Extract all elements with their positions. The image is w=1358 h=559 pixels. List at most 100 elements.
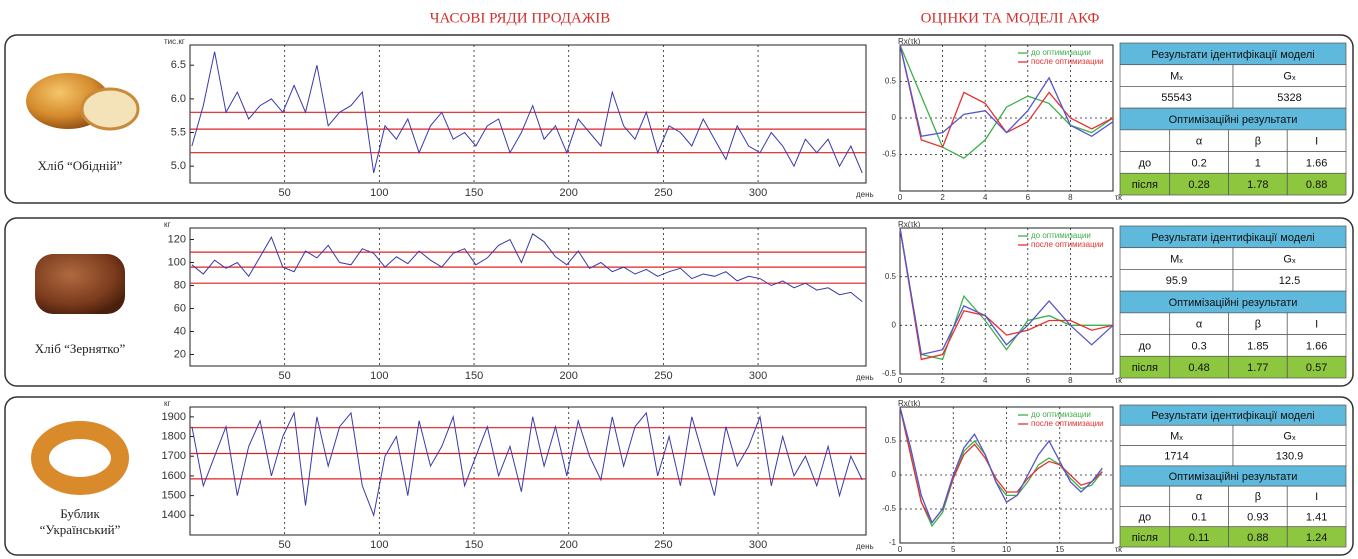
y-tick-label: 120 [168, 233, 186, 245]
x-tick-label: 50 [279, 187, 291, 199]
table-text: Mₓ [1170, 253, 1183, 265]
table-text: 0.93 [1247, 511, 1268, 523]
x-tick-label: 250 [654, 187, 672, 199]
table-cell [1286, 172, 1347, 196]
table-text: після [1132, 362, 1158, 374]
table-text: Результати ідентифікації моделі [1151, 410, 1314, 422]
table-text: Результати ідентифікації моделі [1151, 232, 1314, 244]
x-tick-label: 50 [279, 370, 291, 382]
y-tick-label: 1800 [162, 430, 186, 442]
series-line [899, 227, 1113, 361]
x-tick-label: 8 [1068, 193, 1073, 202]
y-tick-label: -1 [889, 538, 897, 547]
legend-label: до оптимизации [1031, 48, 1091, 57]
section-header: ЧАСОВІ РЯДИ ПРОДАЖІВ [430, 10, 611, 26]
x-tick-label: 150 [465, 187, 483, 199]
table-text: 0.2 [1191, 157, 1206, 169]
table-text: 0.57 [1306, 362, 1327, 374]
x-tick-label: 10 [1002, 545, 1011, 554]
product-name: Бублик [60, 506, 100, 521]
table-text: 0.28 [1188, 179, 1209, 191]
y-tick-label: 1900 [162, 411, 186, 423]
table-text: 0.3 [1191, 340, 1206, 352]
x-tick-label: 5 [951, 545, 956, 554]
x-tick-label: 2 [940, 376, 945, 385]
legend-label: после оптимизации [1031, 57, 1104, 66]
table-text: α [1196, 319, 1203, 331]
table-text: 1 [1255, 157, 1261, 169]
y-tick-label: 0 [892, 113, 897, 122]
plot-frame [189, 406, 867, 536]
series-line [899, 406, 1103, 524]
x-tick-label: 150 [465, 370, 483, 382]
table-text: β [1255, 319, 1261, 331]
table-text: Оптимізаційні результати [1169, 114, 1298, 126]
x-tick-label: 0 [898, 376, 903, 385]
y-tick-label: 5.5 [171, 126, 186, 138]
x-tick-label: 100 [370, 187, 388, 199]
table-cell [1286, 355, 1347, 379]
table-text: 1.66 [1306, 157, 1327, 169]
product-image [35, 254, 125, 314]
series-line [899, 227, 1114, 356]
x-tick-label: 4 [983, 376, 988, 385]
y-tick-label: 1400 [162, 509, 186, 521]
plot-frame [189, 44, 867, 184]
table-text: 130.9 [1276, 451, 1304, 463]
table-text: 0.1 [1191, 511, 1206, 523]
table-text: до [1139, 340, 1152, 352]
table-text: 55543 [1161, 92, 1192, 104]
legend-label: после оптимизации [1031, 240, 1104, 249]
x-tick-label: 250 [654, 370, 672, 382]
y-tick-label: 0.5 [885, 436, 897, 445]
x-tick-label: 6 [1026, 193, 1031, 202]
panel [4, 396, 1354, 556]
x-axis-label: день [856, 373, 874, 382]
table-cell [1286, 526, 1347, 548]
x-tick-label: 100 [370, 370, 388, 382]
table-text: I [1315, 491, 1318, 503]
y-tick-label: -0.5 [882, 150, 896, 159]
y-tick-label: 6.5 [171, 59, 186, 71]
x-axis-label: τk [1115, 545, 1123, 554]
table-text: 95.9 [1166, 275, 1187, 287]
y-tick-label: 80 [174, 279, 186, 291]
table-text: Результати ідентифікації моделі [1151, 49, 1314, 61]
product-name: Хліб “Зернятко” [35, 341, 126, 356]
y-axis-label: Rx(τk) [898, 399, 921, 408]
x-tick-label: 150 [465, 539, 483, 551]
table-text: 0.88 [1247, 532, 1268, 544]
y-axis-label: Rx(τk) [898, 37, 921, 46]
x-tick-label: 0 [898, 193, 903, 202]
table-text: 0.48 [1188, 362, 1209, 374]
table-text: α [1196, 491, 1203, 503]
y-axis-label: кг [164, 220, 171, 229]
table-text: 1.66 [1306, 340, 1327, 352]
table-text: до [1139, 511, 1152, 523]
panel [4, 217, 1354, 387]
y-tick-label: 1600 [162, 470, 186, 482]
table-text: 5328 [1277, 92, 1301, 104]
table-text: 0.88 [1306, 179, 1327, 191]
x-tick-label: 100 [370, 539, 388, 551]
series-line [899, 44, 1114, 138]
y-axis-label: Rx(τk) [898, 220, 921, 229]
table-text: Mₓ [1170, 70, 1183, 82]
series-line [191, 411, 863, 518]
legend-label: после оптимизации [1031, 419, 1104, 428]
table-text: 1.78 [1247, 179, 1268, 191]
y-tick-label: -0.5 [882, 369, 896, 378]
table-cell [1119, 485, 1171, 507]
y-axis-label: тис.кг [164, 37, 185, 46]
y-tick-label: 0.5 [885, 77, 897, 86]
x-tick-label: 250 [654, 539, 672, 551]
y-tick-label: 0 [892, 320, 897, 329]
table-text: 1.41 [1306, 511, 1327, 523]
table-text: I [1315, 319, 1318, 331]
series-line [899, 406, 1103, 528]
product-image [80, 87, 140, 131]
x-axis-label: τk [1115, 193, 1123, 202]
x-tick-label: 200 [560, 370, 578, 382]
y-tick-label: 6.0 [171, 93, 186, 105]
x-tick-label: 15 [1055, 545, 1064, 554]
